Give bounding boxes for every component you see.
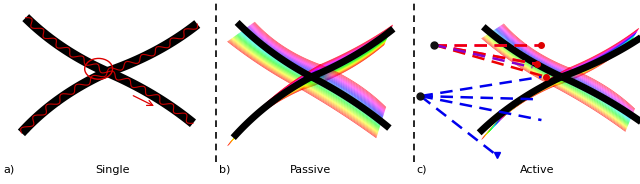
Bar — [170, 40, 174, 43]
Bar — [150, 93, 154, 96]
Text: Active: Active — [520, 165, 555, 175]
Bar — [119, 76, 123, 79]
Bar — [182, 115, 186, 118]
Bar — [104, 70, 108, 73]
Bar — [125, 64, 129, 66]
Bar — [180, 33, 184, 36]
Bar — [38, 114, 42, 117]
Bar — [61, 96, 65, 98]
Bar — [33, 118, 36, 121]
Bar — [144, 54, 148, 56]
Bar — [55, 101, 59, 104]
Bar — [62, 48, 66, 51]
Bar — [154, 95, 158, 98]
Bar — [52, 40, 56, 43]
Bar — [73, 89, 77, 91]
Bar — [99, 74, 103, 77]
Bar — [65, 91, 69, 94]
Bar — [157, 48, 161, 51]
Bar — [24, 128, 28, 131]
Bar — [57, 44, 61, 47]
Bar — [113, 73, 116, 76]
Text: a): a) — [3, 165, 15, 175]
Bar — [49, 105, 52, 108]
Bar — [81, 58, 84, 61]
Bar — [165, 104, 169, 107]
Bar — [36, 28, 40, 31]
Bar — [99, 68, 103, 70]
Text: Passive: Passive — [290, 165, 331, 175]
Bar — [163, 45, 167, 48]
Bar — [28, 20, 31, 23]
Bar — [138, 57, 141, 60]
Bar — [105, 71, 109, 74]
Bar — [74, 54, 77, 57]
Bar — [85, 61, 90, 64]
Bar — [136, 86, 140, 88]
Bar — [91, 77, 95, 80]
Bar — [92, 65, 95, 68]
Bar — [150, 51, 154, 54]
Bar — [44, 109, 48, 112]
Bar — [188, 119, 192, 122]
Bar — [185, 30, 189, 33]
Bar — [84, 80, 88, 83]
Bar — [125, 79, 129, 82]
Text: c): c) — [416, 165, 426, 175]
Bar — [130, 83, 134, 86]
Bar — [142, 89, 146, 92]
Bar — [42, 33, 45, 35]
Text: Single: Single — [95, 165, 129, 175]
Bar — [47, 37, 51, 40]
Bar — [111, 68, 115, 70]
Bar — [69, 52, 73, 55]
Bar — [77, 84, 81, 86]
Bar — [159, 100, 163, 103]
Bar — [176, 37, 180, 40]
Text: b): b) — [219, 165, 230, 175]
Bar — [177, 110, 181, 113]
Bar — [105, 70, 109, 73]
Bar — [172, 106, 176, 109]
Bar — [132, 60, 136, 63]
Bar — [106, 71, 109, 74]
Bar — [190, 26, 194, 29]
Bar — [120, 65, 124, 68]
Bar — [28, 123, 32, 125]
Bar — [31, 24, 35, 27]
